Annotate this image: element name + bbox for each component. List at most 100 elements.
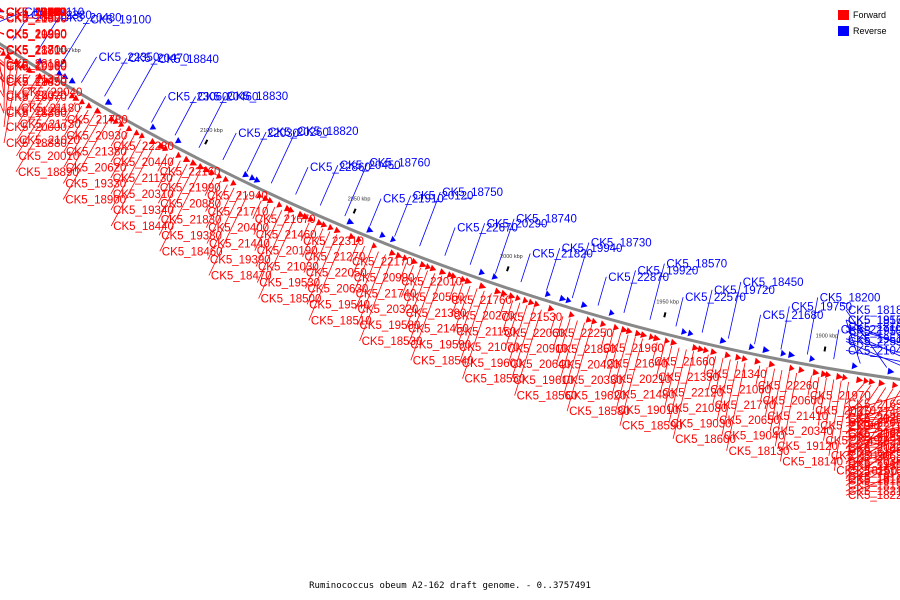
forward-gene-label: CK5_20610 — [6, 7, 67, 19]
forward-gene — [429, 264, 437, 272]
forward-gene-label: CK5_20910 — [507, 343, 568, 355]
reverse-leader-line — [270, 130, 297, 184]
forward-leader-line — [845, 429, 900, 472]
forward-leader-line — [845, 385, 872, 420]
forward-gene-label: CK5_21400 — [848, 407, 900, 419]
forward-gene — [533, 300, 540, 308]
forward-gene-label: CK5_20930 — [67, 131, 128, 143]
forward-gene-label: CK5_20190 — [257, 246, 318, 258]
forward-gene — [424, 263, 431, 270]
forward-gene — [25, 66, 33, 73]
reverse-leader-line — [0, 11, 23, 22]
forward-gene-label: CK5_18440 — [113, 221, 174, 233]
forward-leader-line — [0, 62, 5, 67]
forward-gene — [0, 50, 2, 53]
forward-gene-label: CK5_21740 — [356, 288, 417, 300]
forward-gene — [788, 364, 795, 372]
forward-gene — [4, 52, 12, 60]
forward-gene — [464, 277, 472, 284]
forward-leader-line — [453, 285, 471, 332]
forward-gene-label: CK5_21440 — [209, 239, 270, 251]
forward-gene-label: CK5_21360 — [6, 7, 67, 19]
forward-leader-line — [845, 438, 900, 463]
forward-leader-line — [559, 320, 578, 381]
forward-gene — [825, 371, 832, 378]
forward-leader-line — [600, 328, 607, 349]
forward-gene — [663, 337, 670, 344]
forward-gene-label: CK5_20600 — [763, 396, 824, 408]
legend-reverse-swatch — [838, 26, 849, 36]
reverse-gene-label: CK5_22440 — [6, 7, 67, 19]
forward-gene — [208, 168, 216, 175]
reverse-gene — [248, 174, 256, 181]
forward-leader-line — [726, 362, 746, 451]
forward-gene-label: CK5_20330 — [562, 375, 623, 387]
forward-leader-line — [305, 231, 331, 289]
forward-gene — [478, 282, 487, 289]
reverse-leader-line — [597, 276, 607, 306]
forward-gene-label: CK5_22060 — [504, 328, 565, 340]
forward-gene-label: CK5_21810 — [6, 45, 67, 57]
reverse-gene-label: CK5_19360 — [6, 7, 67, 19]
forward-gene — [438, 268, 447, 275]
forward-gene-label: CK5_19590 — [410, 340, 471, 352]
forward-leader-line — [253, 203, 269, 235]
forward-gene-label: CK5_21900 — [6, 29, 67, 41]
reverse-gene-label: CK5_20290 — [487, 218, 548, 230]
reverse-gene — [851, 362, 858, 370]
reverse-gene — [36, 57, 43, 64]
forward-gene-label: CK5_20620 — [66, 162, 127, 174]
kbp-tick-label: 2100 kbp — [200, 128, 223, 134]
forward-gene — [287, 206, 295, 213]
reverse-gene-label: CK5_19750 — [791, 301, 852, 313]
forward-leader-line — [110, 132, 128, 163]
forward-gene-label: CK5_21530 — [501, 312, 562, 324]
forward-leader-line — [0, 62, 5, 96]
reverse-gene — [559, 294, 567, 302]
forward-gene — [410, 257, 418, 265]
forward-gene-label: CK5_18510 — [311, 315, 372, 327]
forward-gene-label: CK5_19160 — [848, 466, 900, 478]
forward-gene-label: CK5_19220 — [6, 7, 67, 19]
reverse-gene-label: CK5_18170 — [848, 315, 900, 327]
forward-gene — [230, 179, 237, 186]
forward-leader-line — [3, 58, 6, 112]
reverse-leader-line — [845, 350, 900, 362]
forward-gene — [388, 249, 396, 256]
reverse-gene — [687, 329, 694, 337]
forward-gene — [508, 292, 516, 299]
reverse-leader-line — [319, 165, 339, 206]
forward-gene-label: CK5_22250 — [552, 328, 613, 340]
reverse-leader-line — [727, 281, 742, 339]
forward-leader-line — [353, 248, 372, 294]
forward-leader-line — [769, 370, 783, 432]
forward-gene-label: CK5_20370 — [815, 405, 876, 417]
forward-gene-label: CK5_18160 — [848, 474, 900, 486]
forward-gene — [19, 62, 26, 69]
forward-leader-line — [845, 395, 900, 412]
forward-gene — [514, 294, 521, 302]
forward-gene-label: CK5_19380 — [161, 230, 222, 242]
reverse-gene-label: CK5_18830 — [227, 91, 288, 103]
forward-gene-label: CK5_21480 — [614, 390, 675, 402]
forward-leader-line — [703, 354, 709, 375]
forward-gene — [697, 345, 705, 353]
forward-gene-label: CK5_22200 — [6, 7, 67, 19]
forward-leader-line — [845, 416, 900, 423]
reverse-gene-label: CK5_19920 — [638, 265, 699, 277]
forward-gene-label: CK5_22240 — [6, 7, 67, 19]
reverse-leader-line — [80, 56, 97, 83]
forward-gene-label: CK5_21050 — [6, 7, 67, 19]
reverse-gene — [366, 226, 374, 233]
forward-leader-line — [63, 117, 102, 184]
reverse-leader-line — [174, 96, 196, 136]
reverse-gene-label: CK5_20260 — [268, 127, 329, 139]
forward-gene-label: CK5_21410 — [767, 411, 828, 423]
forward-gene-label: CK5_21650 — [848, 432, 900, 444]
forward-gene-label: CK5_21670 — [255, 214, 316, 226]
forward-gene — [112, 117, 119, 124]
reverse-gene-label: CK5_20980 — [6, 7, 67, 19]
forward-leader-line — [405, 270, 428, 329]
forward-gene-label: CK5_19190 — [6, 7, 67, 19]
forward-gene-label: CK5_21720 — [6, 7, 67, 19]
